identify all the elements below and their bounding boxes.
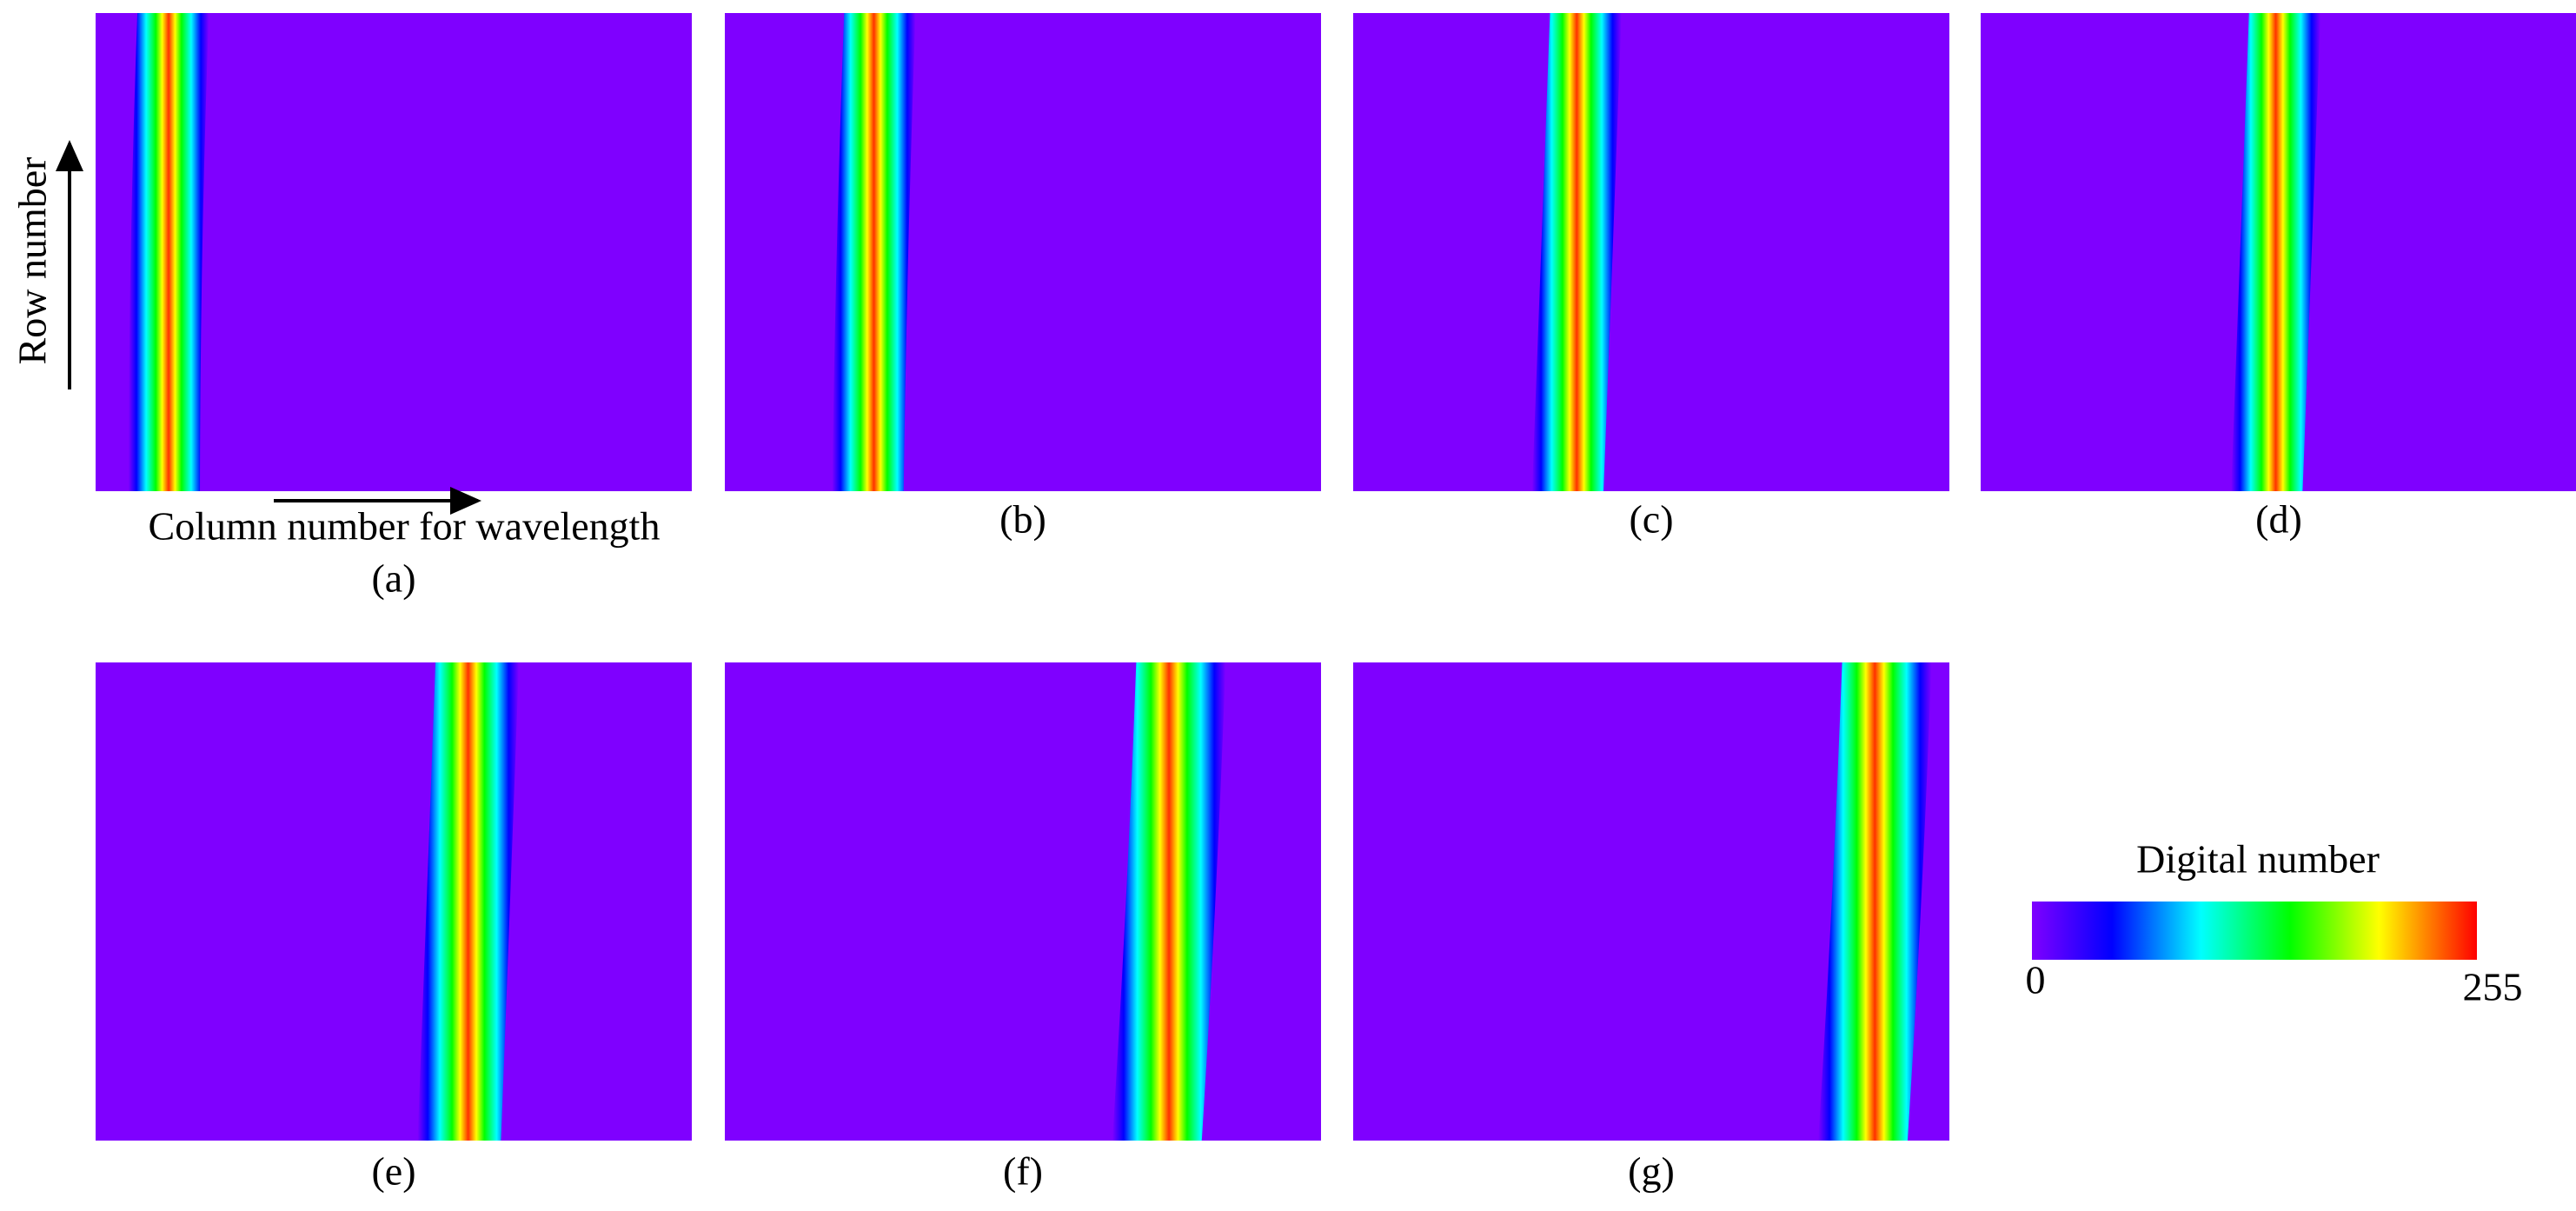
spectral-band [417,662,520,1141]
heatmap-panel [725,13,1321,491]
heatmap-panel [1353,13,1949,491]
x-axis-label: Column number for wavelength [149,504,661,549]
heatmap-panel [96,662,692,1141]
spectral-band [2231,13,2321,491]
panel-label: (d) [2255,497,2302,542]
panels: (a) (b) (c) (d) (e) (f) (g) [96,13,2576,1194]
spectral-band [832,13,916,491]
heatmap-panel [725,662,1321,1141]
y-axis-label: Row number [10,157,55,365]
spectral-band [1531,13,1622,491]
colorbar [2032,902,2477,960]
panel-label: (b) [999,497,1046,542]
panel-label: (g) [1628,1149,1675,1194]
panel-label: (a) [371,556,415,601]
spectral-band [1818,662,1932,1141]
colorbar-title: Digital number [2136,837,2380,882]
spectral-band [128,13,209,491]
colorbar-min: 0 [2026,958,2046,1002]
colorbar-max: 255 [2463,965,2523,1009]
panel-label: (e) [371,1149,415,1194]
panel-label: (c) [1629,497,1673,542]
panel-label: (f) [1003,1149,1043,1194]
spectral-band [1112,662,1226,1141]
